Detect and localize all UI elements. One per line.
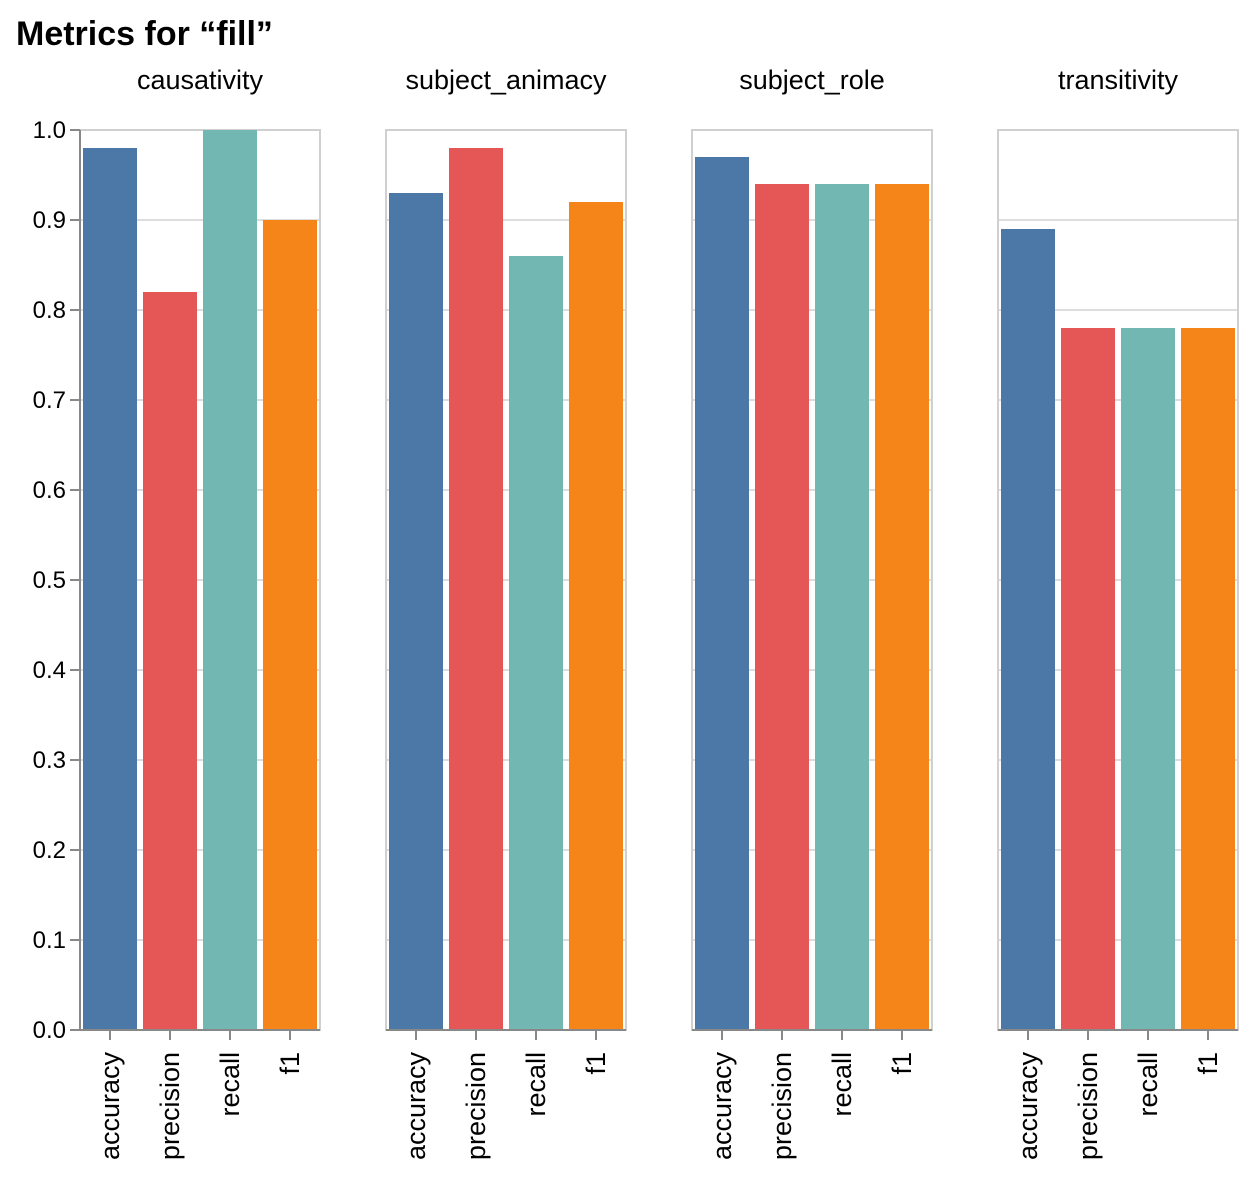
y-tick-label: 0.8 [33, 297, 66, 324]
facet-title-subject_role: subject_role [739, 65, 885, 95]
bar-subject_role-recall [815, 184, 869, 1030]
bar-subject_animacy-accuracy [389, 193, 443, 1030]
x-tick-label-subject_role-accuracy: accuracy [707, 1052, 737, 1161]
bar-transitivity-f1 [1181, 328, 1235, 1030]
bar-transitivity-accuracy [1001, 229, 1055, 1030]
bar-causativity-recall [203, 130, 257, 1030]
x-tick-label-transitivity-f1: f1 [1193, 1052, 1223, 1075]
y-tick-label: 0.7 [33, 387, 66, 414]
bar-subject_role-f1 [875, 184, 929, 1030]
x-tick-label-transitivity-accuracy: accuracy [1013, 1052, 1043, 1161]
x-tick-label-causativity-recall: recall [215, 1052, 245, 1117]
bar-subject_animacy-f1 [569, 202, 623, 1030]
y-tick-label: 0.0 [33, 1017, 66, 1044]
bar-subject_animacy-precision [449, 148, 503, 1030]
y-tick-label: 0.1 [33, 927, 66, 954]
x-tick-label-subject_role-precision: precision [767, 1052, 797, 1160]
x-tick-label-transitivity-recall: recall [1133, 1052, 1163, 1117]
x-tick-label-causativity-accuracy: accuracy [95, 1052, 125, 1161]
facet-title-transitivity: transitivity [1058, 65, 1179, 95]
y-tick-label: 0.9 [33, 207, 66, 234]
x-tick-label-subject_role-recall: recall [827, 1052, 857, 1117]
facet-title-subject_animacy: subject_animacy [405, 65, 607, 95]
y-tick-label: 0.6 [33, 477, 66, 504]
bar-causativity-f1 [263, 220, 317, 1030]
x-tick-label-subject_animacy-f1: f1 [581, 1052, 611, 1075]
bar-subject_role-accuracy [695, 157, 749, 1030]
x-tick-label-subject_animacy-recall: recall [521, 1052, 551, 1117]
bar-causativity-precision [143, 292, 197, 1030]
bar-subject_role-precision [755, 184, 809, 1030]
x-tick-label-subject_animacy-accuracy: accuracy [401, 1052, 431, 1161]
y-tick-label: 0.2 [33, 837, 66, 864]
bar-transitivity-recall [1121, 328, 1175, 1030]
chart-title: Metrics for “fill” [16, 15, 273, 53]
bar-subject_animacy-recall [509, 256, 563, 1030]
y-tick-label: 0.5 [33, 567, 66, 594]
y-tick-label: 1.0 [33, 117, 66, 144]
x-tick-label-causativity-precision: precision [155, 1052, 185, 1160]
facet-title-causativity: causativity [137, 65, 264, 95]
bar-transitivity-precision [1061, 328, 1115, 1030]
y-tick-label: 0.3 [33, 747, 66, 774]
x-tick-label-transitivity-precision: precision [1073, 1052, 1103, 1160]
bar-causativity-accuracy [83, 148, 137, 1030]
y-tick-label: 0.4 [33, 657, 66, 684]
x-tick-label-subject_animacy-precision: precision [461, 1052, 491, 1160]
x-tick-label-subject_role-f1: f1 [887, 1052, 917, 1075]
x-tick-label-causativity-f1: f1 [275, 1052, 305, 1075]
